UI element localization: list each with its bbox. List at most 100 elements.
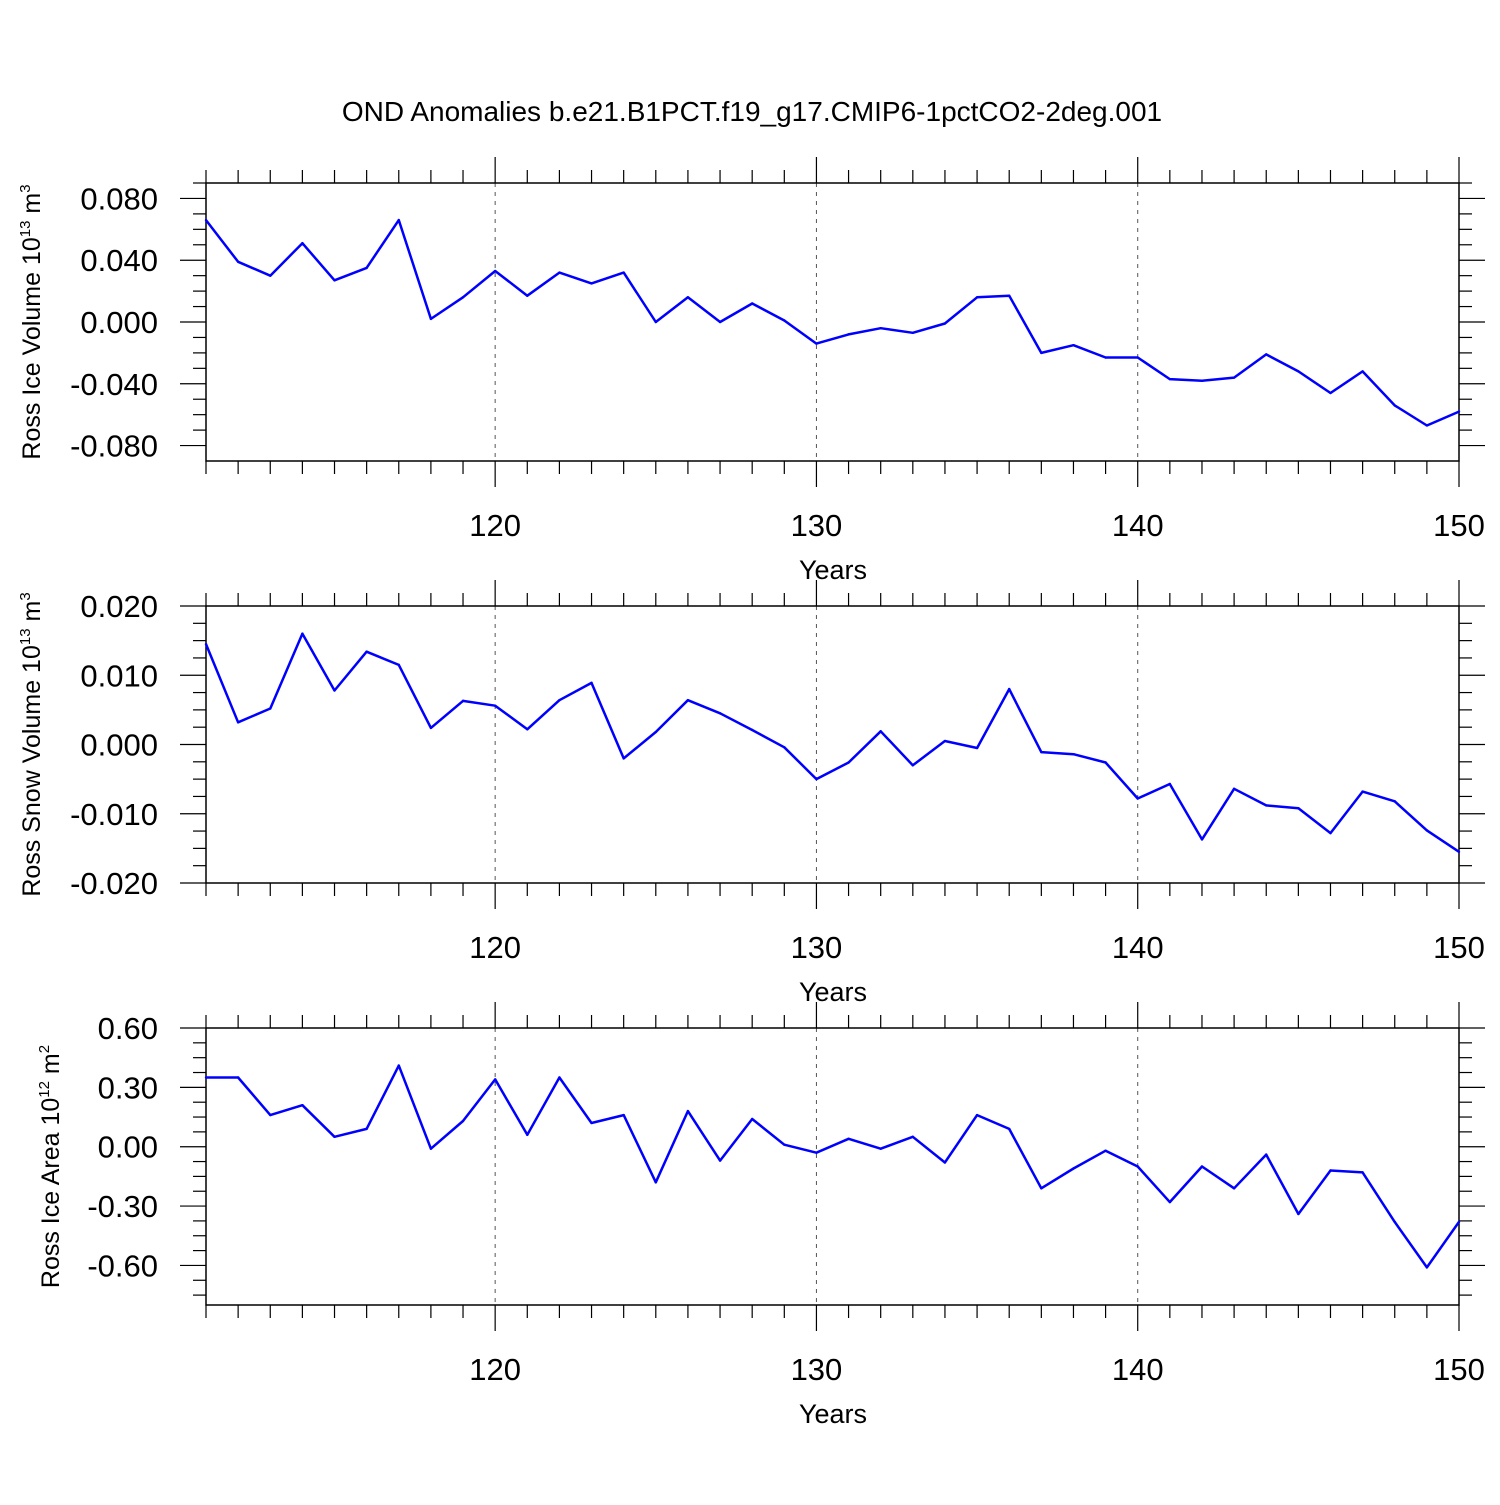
data-point bbox=[236, 1076, 240, 1079]
data-point bbox=[686, 698, 690, 702]
y-axis-title-exponent: 12 bbox=[36, 1081, 53, 1098]
data-point bbox=[815, 342, 818, 345]
data-point bbox=[879, 326, 882, 330]
data-point bbox=[333, 689, 336, 692]
y-tick-label: 0.080 bbox=[80, 181, 158, 216]
y-tick-label: 0.60 bbox=[98, 1011, 158, 1046]
y-axis-title-unit-exponent: 2 bbox=[36, 1045, 53, 1053]
data-point bbox=[301, 1103, 304, 1107]
series-line bbox=[206, 1064, 1461, 1269]
y-tick-label: 0.000 bbox=[80, 305, 158, 340]
data-point bbox=[461, 1119, 465, 1123]
y-tick-label: -0.020 bbox=[70, 866, 158, 901]
data-point bbox=[686, 1109, 690, 1113]
data-point bbox=[943, 322, 947, 325]
x-tick-label: 130 bbox=[791, 508, 843, 543]
y-axis-title: Ross Ice Volume 1013 m3 bbox=[17, 184, 46, 459]
data-point bbox=[204, 218, 208, 222]
data-point bbox=[429, 726, 433, 730]
x-axis-title: Years bbox=[799, 1399, 867, 1429]
data-point bbox=[1361, 370, 1364, 373]
data-point bbox=[847, 1137, 850, 1141]
data-point bbox=[815, 777, 818, 781]
data-point bbox=[911, 1135, 915, 1139]
data-point bbox=[1393, 800, 1396, 803]
data-point bbox=[365, 1127, 368, 1131]
plot-frame bbox=[205, 605, 1460, 884]
data-point bbox=[975, 1113, 979, 1117]
y-tick-label: 0.00 bbox=[98, 1130, 158, 1165]
data-point bbox=[1232, 1187, 1236, 1190]
data-point bbox=[1361, 790, 1364, 793]
data-point bbox=[654, 730, 657, 734]
x-tick-label: 150 bbox=[1433, 930, 1485, 965]
y-tick-label: 0.040 bbox=[80, 243, 158, 278]
y-axis-title-base: Ross Ice Area 10 bbox=[37, 1098, 65, 1288]
y-tick-label: -0.080 bbox=[70, 429, 158, 464]
data-point bbox=[493, 269, 497, 273]
y-axis-title-base: Ross Snow Volume 10 bbox=[18, 645, 46, 897]
data-point bbox=[526, 728, 529, 731]
y-axis-title-unit: m bbox=[18, 601, 46, 629]
data-point bbox=[847, 333, 850, 336]
y-tick-label: 0.010 bbox=[80, 658, 158, 693]
data-point bbox=[911, 764, 915, 767]
panel-ross-ice-area: 120 130 140 150 Years -0.60 -0.30 0.00 0.30 0.60 R… bbox=[36, 1002, 1485, 1429]
data-point bbox=[1425, 424, 1429, 427]
data-point bbox=[1072, 1167, 1075, 1170]
data-point bbox=[269, 707, 272, 710]
data-point bbox=[783, 1143, 786, 1146]
data-point bbox=[1265, 804, 1268, 807]
y-tick-label: 0.020 bbox=[80, 589, 158, 624]
data-point bbox=[429, 1147, 433, 1150]
data-point bbox=[1457, 410, 1461, 413]
data-point bbox=[686, 296, 690, 299]
y-tick-label: -0.30 bbox=[87, 1189, 158, 1224]
x-tick-label: 120 bbox=[469, 508, 521, 543]
data-point bbox=[461, 296, 465, 299]
x-axis-title: Years bbox=[799, 555, 867, 585]
data-point bbox=[1329, 831, 1332, 835]
data-point bbox=[1008, 294, 1011, 297]
data-point bbox=[1136, 797, 1139, 800]
data-point bbox=[975, 296, 979, 299]
data-point bbox=[1393, 1220, 1396, 1224]
data-point bbox=[654, 1181, 657, 1184]
data-point bbox=[1008, 687, 1011, 691]
data-point bbox=[622, 271, 625, 274]
data-point bbox=[269, 274, 272, 277]
y-tick-label: -0.010 bbox=[70, 797, 158, 832]
x-tick-label: 130 bbox=[791, 930, 843, 965]
y-axis-title: Ross Ice Area 1012 m2 bbox=[36, 1045, 65, 1288]
y-axis-title-unit: m bbox=[18, 193, 46, 221]
data-point bbox=[493, 704, 497, 707]
y-axis-title-unit-exponent: 3 bbox=[17, 184, 34, 192]
y-axis-title: Ross Snow Volume 1013 m3 bbox=[17, 592, 46, 896]
plot-frame bbox=[205, 182, 1460, 462]
x-tick-label: 130 bbox=[791, 1352, 843, 1387]
data-point bbox=[397, 1064, 400, 1067]
data-point bbox=[269, 1113, 272, 1117]
data-point bbox=[718, 320, 722, 324]
data-point bbox=[1297, 1212, 1300, 1216]
data-point bbox=[622, 1113, 625, 1117]
data-point bbox=[783, 746, 786, 749]
data-point bbox=[750, 728, 754, 732]
data-point bbox=[1457, 850, 1461, 854]
data-point bbox=[204, 642, 208, 646]
data-point bbox=[1040, 750, 1043, 754]
data-point bbox=[333, 1135, 336, 1139]
data-point bbox=[1457, 1220, 1461, 1224]
x-tick-label: 140 bbox=[1112, 508, 1164, 543]
data-point bbox=[1329, 1169, 1332, 1172]
data-point bbox=[1104, 356, 1107, 359]
series-line bbox=[204, 632, 1460, 853]
data-point bbox=[461, 699, 465, 703]
data-point bbox=[1104, 761, 1107, 764]
data-point bbox=[590, 1121, 593, 1125]
y-tick-label: 0.30 bbox=[98, 1070, 158, 1105]
data-point bbox=[429, 317, 433, 321]
panel-ross-snow-volume: 120 130 140 150 Years -0.020 -0.010 0.000 0.010 0… bbox=[17, 580, 1485, 1007]
